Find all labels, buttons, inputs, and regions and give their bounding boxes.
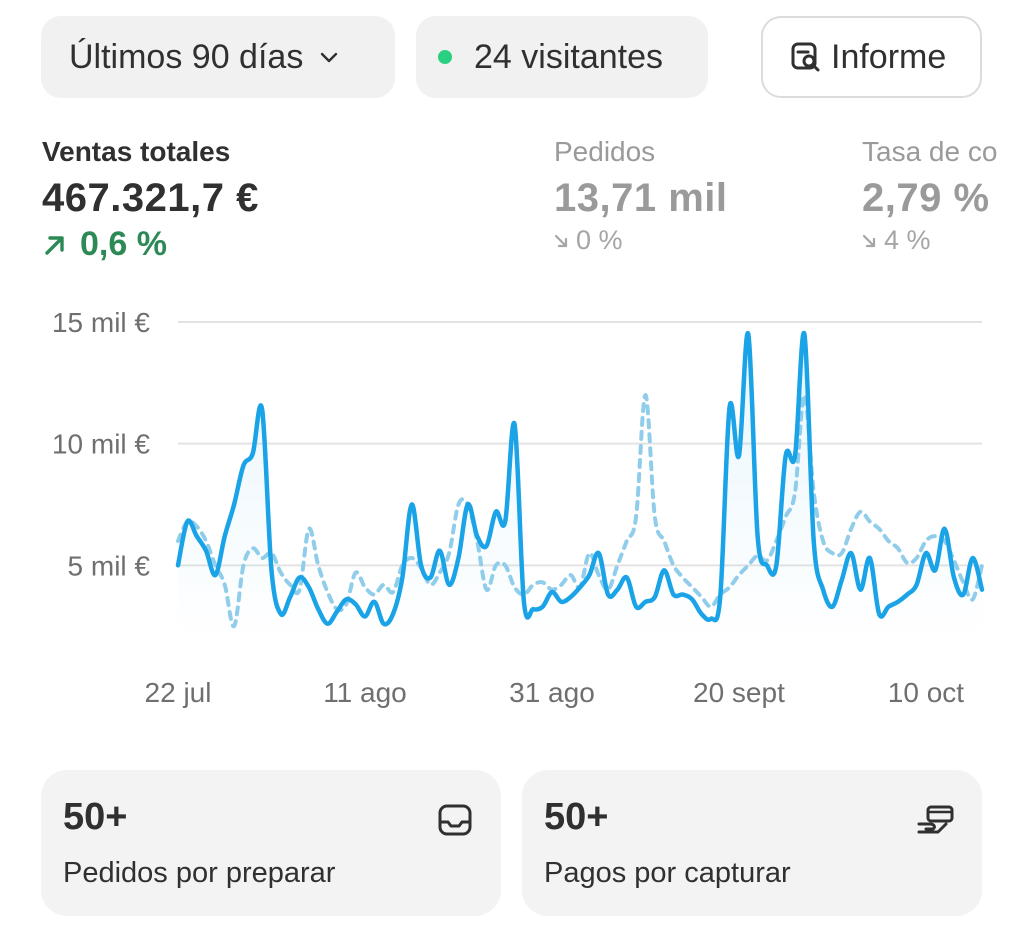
- hand-card-icon: [917, 805, 954, 834]
- card-count: 50+: [544, 796, 609, 838]
- orders-to-fulfill-card[interactable]: 50+ Pedidos por preparar: [41, 770, 501, 916]
- live-visitors-button[interactable]: 24 visitantes: [416, 16, 708, 98]
- y-tick-label: 15 mil €: [52, 307, 150, 338]
- primary-series-area: [178, 332, 982, 642]
- date-range-label: Últimos 90 días: [69, 37, 304, 76]
- sales-line-chart[interactable]: 15 mil € 10 mil € 5 mil € 22 jul 11 ago 31 a…: [0, 290, 1024, 730]
- card-label: Pedidos por preparar: [63, 857, 336, 889]
- metric-orders[interactable]: Pedidos 13,71 mil 0 %: [554, 136, 728, 256]
- x-tick-label: 20 sept: [693, 677, 785, 708]
- metric-total-sales[interactable]: Ventas totales 467.321,7 € 0,6 %: [42, 136, 259, 264]
- metric-value: 2,79 %: [862, 176, 990, 220]
- primary-series-line: [175, 330, 985, 627]
- metric-value: 467.321,7 €: [42, 176, 259, 220]
- metric-label: Ventas totales: [42, 136, 231, 167]
- metric-delta: 0 %: [554, 225, 728, 256]
- metric-delta-value: 4 %: [884, 225, 931, 255]
- metric-label: Pedidos: [554, 136, 656, 167]
- metric-delta: 0,6 %: [42, 225, 259, 264]
- x-tick-label: 22 jul: [145, 677, 212, 708]
- arrow-down-right-icon: [554, 234, 568, 247]
- metric-delta: 4 %: [862, 225, 997, 256]
- y-tick-label: 5 mil €: [68, 550, 151, 581]
- report-label: Informe: [831, 37, 947, 76]
- inbox-icon: [438, 804, 472, 836]
- report-search-icon: [791, 42, 820, 72]
- chevron-down-icon: [321, 52, 338, 63]
- metric-label: Tasa de co: [862, 136, 998, 167]
- card-label: Pagos por capturar: [544, 857, 791, 889]
- comparison-series-line: [176, 392, 984, 629]
- metric-delta-value: 0 %: [576, 225, 623, 255]
- x-tick-label: 10 oct: [888, 677, 964, 708]
- x-tick-label: 31 ago: [509, 677, 595, 708]
- arrow-down-right-icon: [862, 234, 876, 247]
- report-button[interactable]: Informe: [761, 16, 982, 98]
- arrow-up-right-icon: [45, 235, 64, 255]
- metric-conversion-rate[interactable]: Tasa de co 2,79 % 4 %: [862, 136, 997, 256]
- metric-value: 13,71 mil: [554, 176, 728, 220]
- payments-to-capture-card[interactable]: 50+ Pagos por capturar: [522, 770, 982, 916]
- y-tick-label: 10 mil €: [52, 429, 150, 460]
- visitors-label: 24 visitantes: [474, 37, 663, 76]
- x-tick-label: 11 ago: [323, 677, 407, 708]
- date-range-selector[interactable]: Últimos 90 días: [41, 16, 395, 98]
- card-count: 50+: [63, 796, 128, 838]
- live-dot-icon: [438, 50, 452, 64]
- metric-delta-value: 0,6 %: [80, 225, 167, 263]
